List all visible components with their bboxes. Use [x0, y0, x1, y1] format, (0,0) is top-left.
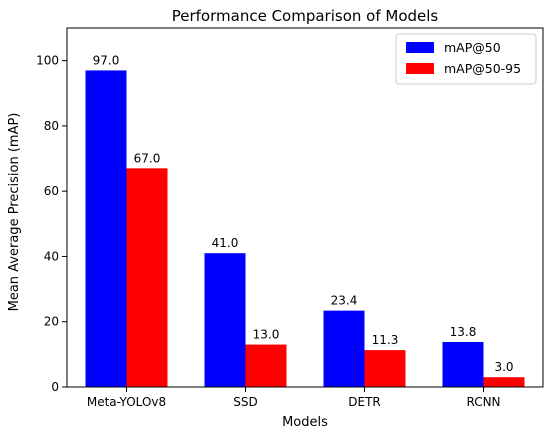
legend-label: mAP@50 — [444, 40, 501, 55]
bar-map50 — [323, 310, 365, 387]
bar-map50-95 — [364, 350, 406, 387]
plot-frame — [66, 27, 544, 388]
y-tick-label: 80 — [44, 119, 59, 133]
x-tick-label: DETR — [348, 395, 381, 409]
bar-map50-95 — [483, 377, 525, 387]
y-tick-label: 20 — [44, 315, 59, 329]
y-tick-label: 0 — [51, 380, 59, 394]
x-tick-label: Meta-YOLOv8 — [87, 395, 166, 409]
x-tick-label: SSD — [233, 395, 257, 409]
bar-map50 — [85, 70, 127, 387]
data-label: 3.0 — [494, 360, 513, 374]
x-axis-label: Models — [282, 415, 328, 430]
x-tick-label: RCNN — [466, 395, 500, 409]
y-tick-label: 60 — [44, 184, 59, 198]
y-axis-label: Mean Average Precision (mAP) — [7, 113, 22, 312]
bar-map50-95 — [245, 344, 287, 387]
bar-map50-95 — [126, 168, 168, 387]
data-label: 23.4 — [331, 294, 358, 308]
bar-map50 — [442, 341, 484, 387]
legend-swatch — [406, 63, 434, 74]
legend-label: mAP@50-95 — [444, 61, 521, 76]
plot-area: 97.0 67.0 Meta-YOLOv8 41.0 13.0 SSD 23.4 11.3 DE… — [36, 27, 544, 409]
data-label: 13.0 — [253, 328, 280, 342]
data-label: 67.0 — [134, 151, 161, 165]
data-label: 13.8 — [450, 325, 477, 339]
data-label: 41.0 — [212, 236, 239, 250]
bar-map50 — [204, 253, 246, 387]
y-tick-label: 40 — [44, 249, 59, 263]
y-tick-label: 100 — [36, 54, 59, 68]
chart-title: Performance Comparison of Models — [172, 7, 439, 25]
data-label: 11.3 — [372, 333, 399, 347]
legend-swatch — [406, 42, 434, 53]
data-label: 97.0 — [93, 53, 120, 67]
